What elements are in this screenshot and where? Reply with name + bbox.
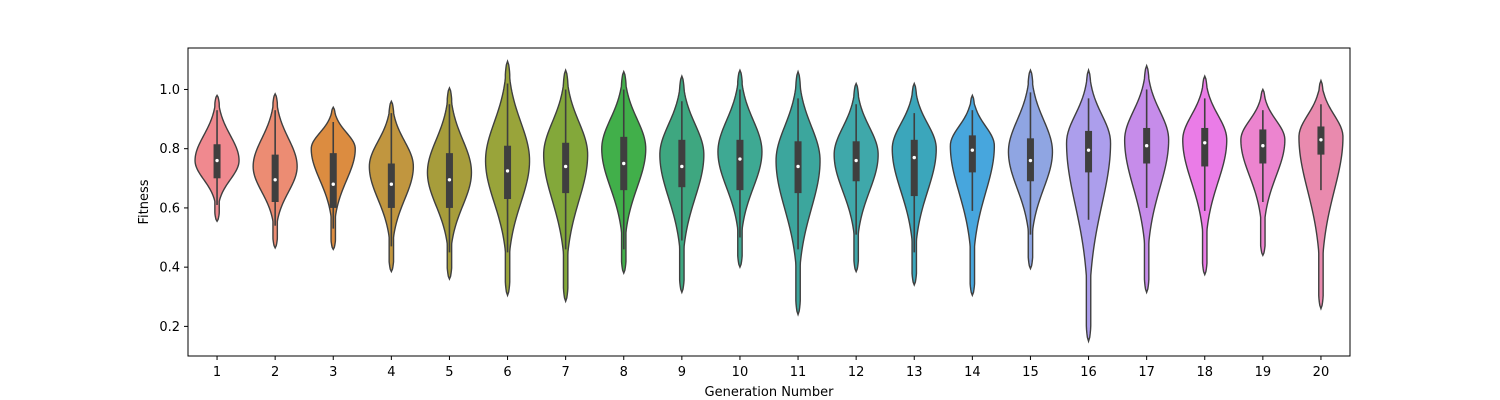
violin-body-20 bbox=[1298, 78, 1344, 311]
violin-iqr-box-10 bbox=[736, 139, 744, 191]
y-tick-label: 0.8 bbox=[159, 142, 180, 157]
violin-median-dot-12 bbox=[854, 158, 858, 163]
y-axis-label: Fitness bbox=[137, 179, 152, 224]
violin-median-dot-11 bbox=[796, 164, 800, 169]
x-tick-label-14: 14 bbox=[964, 365, 981, 380]
violin-median-dot-19 bbox=[1261, 144, 1265, 148]
violin-median-dot-8 bbox=[622, 161, 626, 166]
violin-median-dot-15 bbox=[1028, 158, 1033, 163]
x-tick-label-11: 11 bbox=[790, 365, 807, 380]
x-tick-label-17: 17 bbox=[1138, 365, 1155, 380]
violin-median-dot-2 bbox=[273, 178, 277, 182]
x-tick-label-19: 19 bbox=[1255, 365, 1272, 380]
violin-median-dot-6 bbox=[505, 169, 510, 173]
y-tick-label: 0.4 bbox=[159, 261, 180, 276]
x-tick-label-8: 8 bbox=[620, 365, 628, 380]
violin-median-dot-17 bbox=[1144, 144, 1149, 148]
x-tick-label-20: 20 bbox=[1313, 365, 1330, 380]
violin-iqr-box-14 bbox=[968, 135, 976, 173]
x-tick-label-7: 7 bbox=[562, 365, 570, 380]
violin-iqr-box-9 bbox=[678, 139, 686, 188]
y-tick-label: 1.0 bbox=[159, 83, 180, 98]
violin-iqr-box-13 bbox=[910, 139, 918, 197]
x-tick-label-13: 13 bbox=[906, 365, 923, 380]
violin-median-dot-13 bbox=[912, 155, 916, 160]
violin-median-dot-1 bbox=[215, 158, 219, 163]
x-tick-label-12: 12 bbox=[848, 365, 865, 380]
x-tick-label-4: 4 bbox=[387, 365, 395, 380]
violin-median-dot-10 bbox=[738, 157, 742, 161]
violin-median-dot-7 bbox=[563, 164, 568, 169]
violin-iqr-box-3 bbox=[329, 153, 337, 208]
x-tick-label-5: 5 bbox=[445, 365, 453, 380]
x-tick-label-2: 2 bbox=[271, 365, 279, 380]
plot-frame bbox=[187, 47, 1351, 357]
x-tick-label-16: 16 bbox=[1080, 365, 1097, 380]
violin-median-dot-4 bbox=[389, 182, 394, 186]
violin-median-dot-14 bbox=[970, 148, 975, 152]
x-tick-label-15: 15 bbox=[1022, 365, 1039, 380]
violin-iqr-box-18 bbox=[1201, 127, 1209, 167]
x-tick-label-6: 6 bbox=[503, 365, 511, 380]
y-tick-label: 0.6 bbox=[159, 201, 180, 216]
x-tick-label-3: 3 bbox=[329, 365, 337, 380]
ticks-group: 1 2 3 4 5 6 7 8 9 10 11 12 13 14 15 16 17 18 19 200.20.40.6… bbox=[159, 83, 1329, 380]
violin-median-dot-5 bbox=[447, 178, 452, 182]
violin-group bbox=[194, 59, 1344, 344]
x-tick-label-9: 9 bbox=[678, 365, 686, 380]
x-axis-label: Generation Number bbox=[705, 385, 835, 400]
violin-median-dot-9 bbox=[680, 164, 684, 169]
violin-median-dot-20 bbox=[1319, 138, 1323, 142]
x-tick-label-1: 1 bbox=[213, 365, 221, 380]
x-tick-label-18: 18 bbox=[1196, 365, 1213, 380]
violin-median-dot-16 bbox=[1086, 148, 1091, 152]
x-tick-label-10: 10 bbox=[732, 365, 749, 380]
y-tick-label: 0.2 bbox=[159, 320, 180, 335]
violin-median-dot-3 bbox=[331, 182, 335, 186]
violin-median-dot-18 bbox=[1203, 141, 1207, 145]
